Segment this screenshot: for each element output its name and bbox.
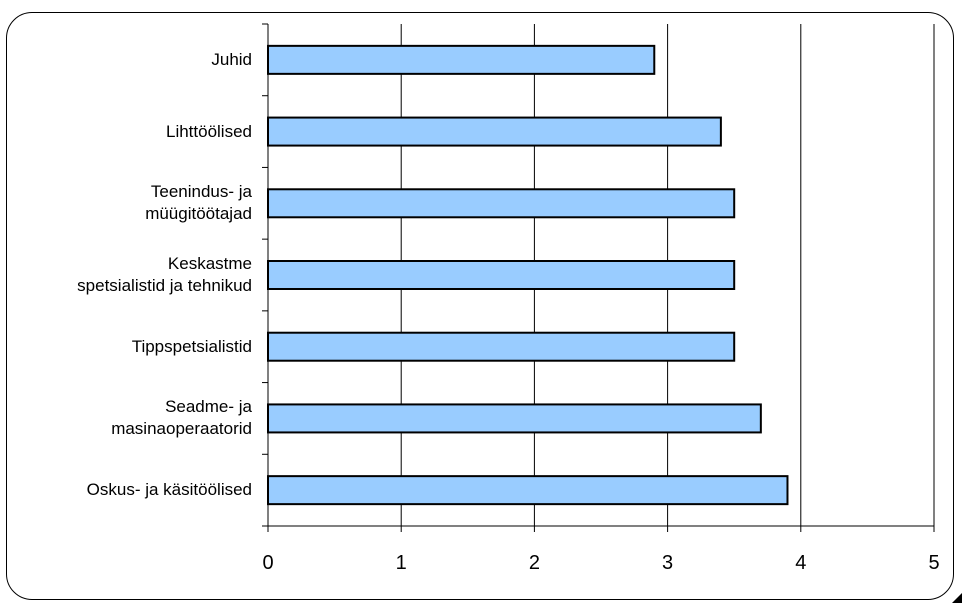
category-label-line: müügitöötajad [145,204,252,224]
category-label: Keskastme spetsialistid ja tehnikud [2,253,252,297]
x-tick-label: 4 [795,552,807,574]
category-label-line: masinaoperaatorid [111,419,252,439]
category-label-line: Juhid [211,49,252,69]
category-label: Juhid [2,49,252,71]
bar-1 [267,44,656,75]
bar-5 [267,331,736,362]
category-label-line: Lihttöölised [165,121,252,141]
x-tick-label: 0 [262,552,274,574]
category-label: Teenindus- ja müügitöötajad [2,181,252,225]
x-tick-label: 5 [928,552,940,574]
bar-6 [267,403,762,434]
category-label-line: Oskus- ja käsitöölised [86,480,252,500]
category-label-line: Teenindus- ja [150,182,252,202]
category-label-line: Tippspetsialistid [131,336,252,356]
category-label: Tippspetsialistid [2,336,252,358]
resize-corner-icon[interactable] [952,593,962,603]
category-label-line: Keskastme [167,254,252,273]
x-tick-label: 2 [528,552,540,574]
category-label: Lihttöölised [2,121,252,143]
category-label-line: Seadme- ja [165,397,252,417]
category-label-line: spetsialistid ja tehnikud [77,276,252,295]
bar-7 [267,475,789,506]
x-tick-label: 1 [395,552,407,574]
category-label: Seadme- ja masinaoperaatorid [2,396,252,440]
bar-4 [267,260,736,290]
category-label: Oskus- ja käsitöölised [2,479,252,501]
x-tick-label: 3 [662,552,674,574]
bar-3 [267,188,736,219]
bar-2 [267,116,722,147]
